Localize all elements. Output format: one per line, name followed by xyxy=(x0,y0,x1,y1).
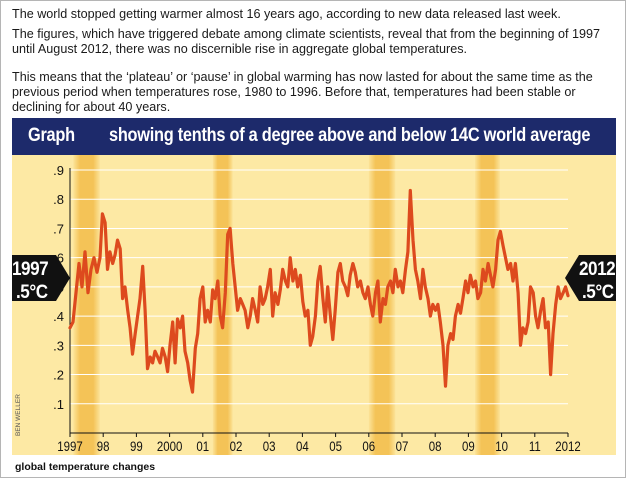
x-tick-label: 98 xyxy=(97,438,110,454)
x-tick-label: 04 xyxy=(296,438,309,454)
y-tick-label: .6 xyxy=(53,251,64,266)
highlight-band-4 xyxy=(475,155,500,455)
x-tick-label: 05 xyxy=(329,438,342,454)
temperature-chart: .1.2.3.4.5.6.7.8.9 199798992000010203040… xyxy=(12,155,616,455)
x-tick-label: 01 xyxy=(196,438,209,454)
x-tick-label: 03 xyxy=(263,438,276,454)
start-badge-year: 1997 xyxy=(12,258,49,279)
x-tick-label: 06 xyxy=(362,438,375,454)
graph-title-word: Graph xyxy=(28,125,75,146)
y-tick-label: .8 xyxy=(53,192,64,207)
end-badge-year: 2012 xyxy=(579,258,616,279)
graph-caption: global temperature changes xyxy=(15,461,156,473)
graph-header: Graph showing tenths of a degree above a… xyxy=(12,118,616,155)
start-badge-shape xyxy=(12,255,70,301)
highlight-band-2 xyxy=(212,155,233,455)
y-tick-label: .2 xyxy=(53,368,64,383)
chart-background xyxy=(12,155,616,455)
x-tick-label: 1997 xyxy=(57,438,83,454)
end-badge-value: .5°C xyxy=(582,281,614,302)
y-tick-label: .1 xyxy=(53,397,64,412)
x-tick-label: 2000 xyxy=(157,438,183,454)
credit-label: BEN WELLER xyxy=(15,394,22,436)
article-paragraph-3: This means that the ‘plateau’ or ‘pause’… xyxy=(12,70,593,114)
article-paragraph-1: The world stopped getting warmer almost … xyxy=(12,7,561,21)
graph-title: showing tenths of a degree above and bel… xyxy=(109,125,591,146)
highlight-band-1 xyxy=(73,155,100,455)
y-tick-label: .9 xyxy=(53,163,64,178)
end-badge-shape xyxy=(565,255,616,301)
temperature-line xyxy=(68,188,570,394)
y-tick-label: .3 xyxy=(53,338,64,353)
start-badge-value: .5°C xyxy=(16,281,48,302)
x-tick-label: 11 xyxy=(529,438,541,454)
article-paragraph-2: The figures, which have triggered debate… xyxy=(12,27,601,56)
start-badge: 1997 .5°C xyxy=(12,255,70,302)
x-tick-label: 08 xyxy=(429,438,442,454)
x-tick-label: 07 xyxy=(396,438,409,454)
end-badge: 2012 .5°C xyxy=(565,255,616,302)
x-tick-label: 10 xyxy=(495,438,508,454)
graph-panel: .1.2.3.4.5.6.7.8.9 199798992000010203040… xyxy=(12,118,616,455)
y-tick-label: .4 xyxy=(53,309,64,324)
x-tick-label: 02 xyxy=(230,438,243,454)
x-tick-label: 09 xyxy=(462,438,475,454)
x-tick-label: 99 xyxy=(130,438,143,454)
x-tick-label: 2012 xyxy=(555,438,581,454)
y-tick-label: .7 xyxy=(53,221,64,236)
